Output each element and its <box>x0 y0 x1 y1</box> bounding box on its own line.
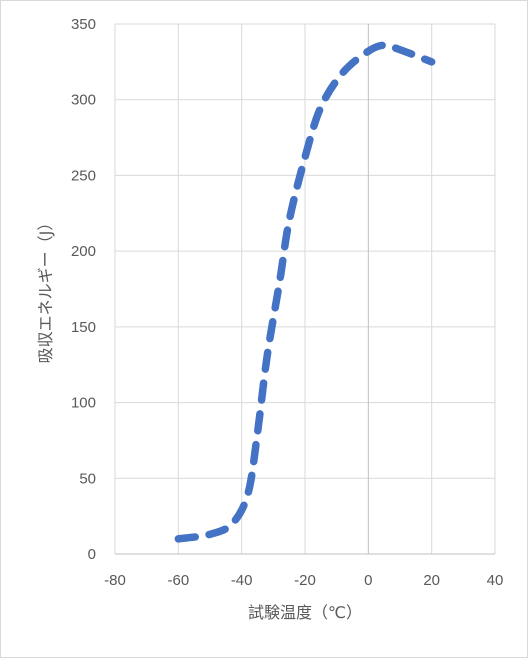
y-axis-tick-labels: 0 50 100 150 200 250 300 350 <box>71 16 96 563</box>
x-axis-tick-labels: -80 -60 -40 -20 0 20 40 <box>104 572 503 589</box>
y-tick-label: 300 <box>71 92 96 109</box>
x-tick-label: -20 <box>294 572 316 589</box>
y-tick-label: 350 <box>71 16 96 33</box>
y-tick-label: 50 <box>79 470 96 487</box>
y-axis-title: 吸収エネルギー（J） <box>36 215 55 364</box>
y-tick-label: 150 <box>71 319 96 336</box>
x-tick-label: -40 <box>231 572 253 589</box>
x-tick-label: 40 <box>487 572 504 589</box>
series-line <box>174 41 436 543</box>
x-tick-label: -60 <box>167 572 189 589</box>
x-tick-label: -80 <box>104 572 126 589</box>
y-tick-label: 200 <box>71 243 96 260</box>
axes <box>115 24 495 555</box>
x-tick-label: 20 <box>423 572 440 589</box>
y-tick-label: 100 <box>71 395 96 412</box>
x-axis-title: 試験温度（℃） <box>248 603 362 622</box>
vertical-gridlines <box>114 24 496 554</box>
y-tick-label: 0 <box>88 546 96 563</box>
data-series <box>174 41 436 543</box>
horizontal-gridlines <box>115 23 495 479</box>
y-tick-label: 250 <box>71 167 96 184</box>
x-tick-label: 0 <box>364 572 372 589</box>
